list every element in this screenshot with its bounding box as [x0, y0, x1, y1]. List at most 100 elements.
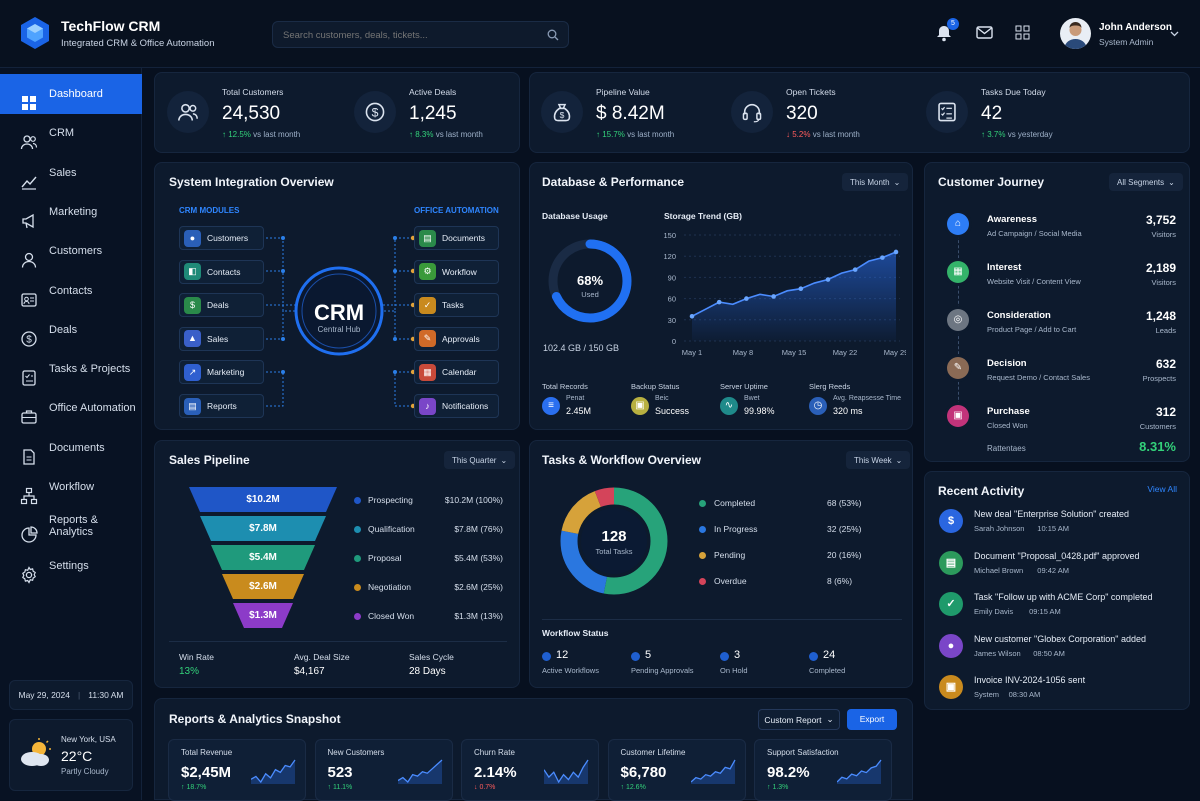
task-status-value: 8 (6%) — [827, 576, 853, 586]
y-tick-label: 90 — [668, 273, 676, 282]
week-dropdown[interactable]: This Week ⌄ — [846, 451, 911, 469]
pipeline-stage-amount: $2.6M (25%) — [454, 582, 503, 592]
sidebar-item-tasks-projects[interactable]: Tasks & Projects — [0, 349, 142, 389]
office-module-calendar[interactable]: ▦ Calendar — [414, 360, 499, 385]
funnel-stage[interactable]: $10.2M — [189, 487, 337, 512]
funnel-stage[interactable]: $7.8M — [200, 516, 326, 541]
chevron-down-icon: ⌄ — [826, 714, 834, 724]
backup-icon: ▣ — [631, 397, 649, 415]
kpi-trend-suffix: vs last month — [250, 130, 301, 139]
report-trend: ↑ 12.6% — [620, 784, 646, 791]
report-value: 523 — [327, 764, 353, 781]
workflow-label: Completed — [809, 666, 846, 675]
crm-module-marketing[interactable]: ↗ Marketing — [179, 360, 264, 385]
notifications-icon: ♪ — [419, 397, 436, 415]
chevron-down-icon[interactable] — [1170, 31, 1179, 37]
quarter-dropdown[interactable]: This Quarter ⌄ — [444, 451, 516, 469]
view-all-link[interactable]: View All — [1147, 484, 1177, 494]
sidebar-item-deals[interactable]: $ Deals — [0, 310, 142, 350]
sparkline — [397, 758, 444, 789]
top-bar: TechFlow CRM Integrated CRM & Office Aut… — [0, 0, 1200, 68]
mail-button[interactable] — [976, 26, 993, 44]
notifications-button[interactable]: 5 — [936, 18, 959, 44]
kpi-trend-suffix: vs last month — [433, 130, 483, 139]
journey-stage-name: Interest — [987, 262, 1022, 273]
sidebar-item-marketing[interactable]: Marketing — [0, 192, 142, 232]
sidebar-item-settings[interactable]: Settings — [0, 546, 142, 586]
activity-user: Emily Davis — [974, 607, 1014, 616]
storage-trend-title: Storage Trend (GB) — [664, 211, 742, 221]
office-module-documents[interactable]: ▤ Documents — [414, 226, 499, 250]
sidebar-item-workflow[interactable]: Workflow — [0, 467, 142, 507]
sidebar-item-office-automation[interactable]: Office Automation — [0, 388, 142, 428]
activity-item[interactable]: ▣ Invoice INV-2024-1056 sent System 08:30 A… — [925, 674, 1189, 712]
crm-module-contacts[interactable]: ◧ Contacts — [179, 259, 264, 284]
journey-stage-value: 3,752 — [1145, 213, 1176, 227]
journey-stage-unit: Prospects — [1142, 374, 1176, 383]
funnel-stage[interactable]: $5.4M — [211, 545, 315, 570]
sidebar-item-dashboard[interactable]: Dashboard — [0, 74, 142, 114]
sidebar-item-contacts[interactable]: Contacts — [0, 271, 142, 311]
module-label: Documents — [442, 233, 485, 243]
office-module-notifications[interactable]: ♪ Notifications — [414, 394, 499, 418]
journey-stage-value: 1,248 — [1145, 309, 1176, 323]
activity-item[interactable]: $ New deal "Enterprise Solution" created S… — [925, 508, 1189, 546]
report-card[interactable]: Churn Rate 2.14% ↓ 0.7% — [461, 739, 599, 801]
sidebar-item-crm[interactable]: CRM — [0, 113, 142, 153]
conversion-value: 8.31% — [1139, 439, 1176, 454]
pipeline-stage-amount: $5.4M (53%) — [454, 553, 503, 563]
user-name[interactable]: John Anderson — [1099, 22, 1172, 33]
report-trend: ↑ 11.1% — [327, 784, 353, 791]
crm-module-customers[interactable]: ● Customers — [179, 226, 264, 250]
journey-stage-name: Purchase — [987, 406, 1030, 417]
report-label: Churn Rate — [474, 748, 515, 757]
custom-report-dropdown[interactable]: Custom Report ⌄ — [758, 709, 840, 730]
apps-button[interactable] — [1015, 25, 1030, 45]
crm-module-deals[interactable]: $ Deals — [179, 293, 264, 318]
sales-icon: ▲ — [184, 330, 201, 348]
funnel-stage[interactable]: $2.6M — [222, 574, 304, 599]
kpi-trend-suffix: vs last month — [810, 130, 860, 139]
office-module-approvals[interactable]: ✎ Approvals — [414, 326, 499, 351]
office-module-tasks[interactable]: ✓ Tasks — [414, 293, 499, 318]
report-card[interactable]: Customer Lifetime $6,780 ↑ 12.6% — [607, 739, 746, 801]
kpi-label: Total Customers — [222, 87, 284, 97]
crm-module-sales[interactable]: ▲ Sales — [179, 326, 264, 351]
deals-icon: $ — [184, 296, 201, 314]
task-status-name: Completed — [714, 498, 756, 508]
data-point — [689, 313, 695, 319]
sidebar-item-documents[interactable]: Documents — [0, 428, 142, 468]
module-label: Tasks — [442, 300, 464, 311]
recent-activity-card: Recent Activity View All $ New deal "Ente… — [924, 471, 1190, 710]
activity-item[interactable]: ▤ Document "Proposal_0428.pdf" approved Mi… — [925, 550, 1189, 588]
app-logo-icon[interactable] — [20, 16, 50, 50]
module-label: Approvals — [442, 333, 480, 344]
report-value: 2.14% — [474, 764, 517, 781]
user-avatar[interactable] — [1060, 18, 1091, 49]
activity-title: Recent Activity — [938, 484, 1025, 498]
search-icon[interactable] — [547, 29, 559, 41]
task-status-value: 32 (25%) — [827, 524, 862, 534]
report-card[interactable]: Total Revenue $2,45M ↑ 18.7% — [168, 739, 306, 801]
y-tick-label: 150 — [663, 231, 676, 240]
sidebar-item-customers[interactable]: Customers — [0, 231, 142, 271]
sidebar-item-reports-analytics[interactable]: Reports & Analytics — [0, 506, 142, 546]
bell-icon — [937, 26, 951, 42]
office-module-workflow[interactable]: ⚙ Workflow — [414, 259, 499, 284]
period-dropdown[interactable]: This Month ⌄ — [842, 173, 909, 191]
funnel-stage[interactable]: $1.3M — [233, 603, 293, 628]
report-card[interactable]: New Customers 523 ↑ 11.1% — [314, 739, 453, 801]
activity-item[interactable]: ● New customer "Globex Corporation" added… — [925, 633, 1189, 671]
sidebar-item-sales[interactable]: Sales — [0, 153, 142, 193]
search-box[interactable] — [272, 21, 569, 48]
search-input[interactable] — [283, 26, 533, 44]
crm-module-reports[interactable]: ▤ Reports — [179, 394, 264, 418]
export-button[interactable]: Export — [847, 709, 897, 730]
report-card[interactable]: Support Satisfaction 98.2% ↑ 1.3% — [754, 739, 892, 801]
segments-dropdown[interactable]: All Segments ⌄ — [1109, 173, 1183, 191]
kpi-label: Pipeline Value — [596, 87, 650, 97]
weather-city: New York, USA — [61, 735, 116, 744]
kpi-trend-suffix: vs yesterday — [1005, 130, 1053, 139]
app-title: TechFlow CRM — [61, 18, 161, 34]
activity-item[interactable]: ✓ Task "Follow up with ACME Corp" complet… — [925, 591, 1189, 629]
